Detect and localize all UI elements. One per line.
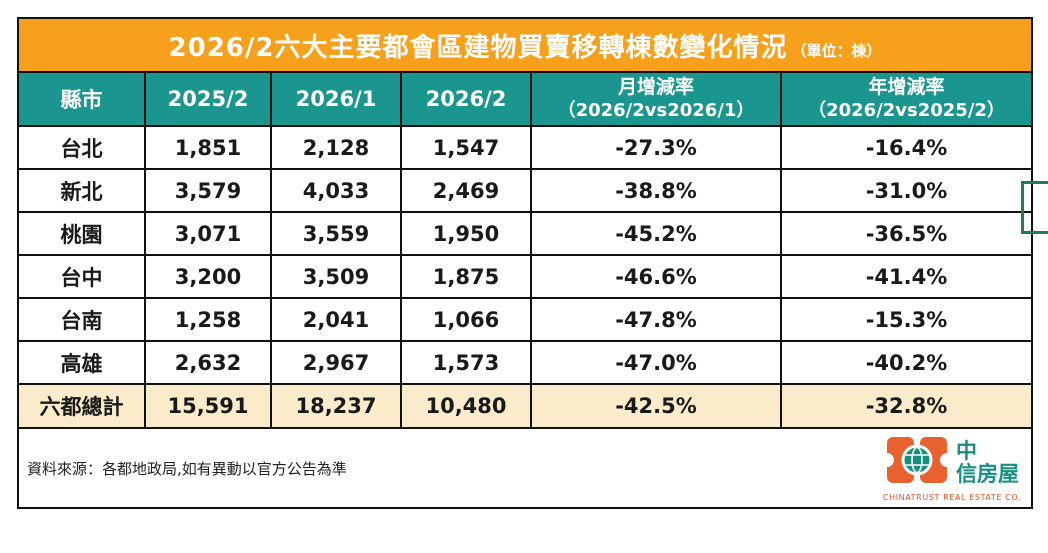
value-cell: 1,066 bbox=[400, 297, 532, 342]
mom-header-title: 月增減率 bbox=[617, 75, 694, 98]
data-source-note: 資料來源：各都地政局,如有異動以官方公告為準 bbox=[27, 459, 347, 478]
value-cell: 1,950 bbox=[400, 211, 532, 256]
value-cell: 3,071 bbox=[144, 211, 272, 256]
value-cell: 1,875 bbox=[400, 254, 532, 299]
mom-cell: -45.2% bbox=[530, 211, 782, 256]
yoy-cell: -31.0% bbox=[779, 168, 1034, 213]
col-header-city: 縣市 bbox=[17, 71, 146, 127]
value-cell: 3,509 bbox=[270, 254, 402, 299]
title-row: 2026/2六大主要都會區建物買賣移轉棟數變化情況 （單位：棟） bbox=[16, 17, 1034, 73]
value-cell: 2,469 bbox=[400, 168, 532, 213]
value-cell: 2,632 bbox=[144, 340, 272, 385]
logo-cn-line2: 信房屋 bbox=[955, 461, 1019, 486]
city-cell: 高雄 bbox=[17, 340, 146, 385]
title-unit-label: （單位：棟） bbox=[791, 41, 882, 60]
logo-top: 中 信房屋 bbox=[879, 434, 1019, 491]
chinatrust-globe-icon bbox=[879, 434, 954, 491]
page-title: 2026/2六大主要都會區建物買賣移轉棟數變化情況 bbox=[168, 32, 788, 63]
value-cell: 3,579 bbox=[144, 168, 272, 213]
table-row-taipei: 台北 1,851 2,128 1,547 -27.3% -16.4% bbox=[17, 125, 1034, 170]
value-cell: 1,573 bbox=[400, 340, 532, 385]
yoy-cell: -40.2% bbox=[779, 340, 1034, 385]
mom-header-sub: （2026/2vs2026/1） bbox=[557, 99, 755, 121]
table-row-tainan: 台南 1,258 2,041 1,066 -47.8% -15.3% bbox=[17, 297, 1034, 342]
footer-content: 資料來源：各都地政局,如有異動以官方公告為準 bbox=[19, 434, 1031, 502]
mom-cell: -38.8% bbox=[530, 168, 782, 213]
footer-row: 資料來源：各都地政局,如有異動以官方公告為準 bbox=[16, 427, 1034, 509]
yoy-cell: -41.4% bbox=[779, 254, 1034, 299]
mom-cell: -27.3% bbox=[530, 125, 782, 170]
total-value-cell: 18,237 bbox=[270, 383, 402, 429]
table-title-cell: 2026/2六大主要都會區建物買賣移轉棟數變化情況 （單位：棟） bbox=[16, 17, 1034, 73]
col-header-2026-2: 2026/2 bbox=[400, 71, 532, 127]
total-label: 六都總計 bbox=[17, 383, 146, 429]
chinatrust-logo: 中 信房屋 CHINATRUST REAL ESTATE CO. bbox=[879, 434, 1022, 502]
total-mom-cell: -42.5% bbox=[530, 383, 782, 429]
yoy-header-sub: （2026/2vs2025/2） bbox=[808, 99, 1005, 121]
mom-cell: -46.6% bbox=[530, 254, 782, 299]
logo-chinese-name: 中 信房屋 bbox=[956, 440, 1019, 484]
value-cell: 2,967 bbox=[270, 340, 402, 385]
yoy-cell: -15.3% bbox=[779, 297, 1034, 342]
city-cell: 台北 bbox=[17, 125, 146, 170]
logo-english-name: CHINATRUST REAL ESTATE CO. bbox=[882, 493, 1022, 502]
mom-cell: -47.8% bbox=[530, 297, 782, 342]
table-row-newtaipei: 新北 3,579 4,033 2,469 -38.8% -31.0% bbox=[17, 168, 1034, 213]
table-row-taoyuan: 桃園 3,071 3,559 1,950 -45.2% -36.5% bbox=[17, 211, 1034, 256]
value-cell: 4,033 bbox=[270, 168, 402, 213]
col-header-2026-1: 2026/1 bbox=[270, 71, 402, 127]
col-header-mom: 月增減率 （2026/2vs2026/1） bbox=[530, 71, 782, 127]
value-cell: 2,128 bbox=[270, 125, 402, 170]
total-value-cell: 15,591 bbox=[144, 383, 272, 429]
table-row-total: 六都總計 15,591 18,237 10,480 -42.5% -32.8% bbox=[17, 383, 1034, 429]
col-header-2025-2: 2025/2 bbox=[144, 71, 272, 127]
city-cell: 桃園 bbox=[17, 211, 146, 256]
table-row-kaohsiung: 高雄 2,632 2,967 1,573 -47.0% -40.2% bbox=[17, 340, 1034, 385]
spreadsheet-selection-outline bbox=[1021, 181, 1048, 234]
value-cell: 1,258 bbox=[144, 297, 272, 342]
col-header-yoy: 年增減率 （2026/2vs2025/2） bbox=[779, 71, 1034, 127]
logo-cn-line1: 中 bbox=[955, 439, 977, 464]
city-cell: 新北 bbox=[17, 168, 146, 213]
header-row: 縣市 2025/2 2026/1 2026/2 月增減率 （2026/2vs20… bbox=[17, 71, 1034, 127]
value-cell: 3,200 bbox=[144, 254, 272, 299]
total-yoy-cell: -32.8% bbox=[779, 383, 1034, 429]
city-cell: 台中 bbox=[17, 254, 146, 299]
city-cell: 台南 bbox=[17, 297, 146, 342]
mom-cell: -47.0% bbox=[530, 340, 782, 385]
table-row-taichung: 台中 3,200 3,509 1,875 -46.6% -41.4% bbox=[17, 254, 1034, 299]
yoy-cell: -16.4% bbox=[779, 125, 1034, 170]
yoy-header-title: 年增減率 bbox=[868, 75, 945, 98]
value-cell: 1,851 bbox=[144, 125, 272, 170]
value-cell: 3,559 bbox=[270, 211, 402, 256]
footer-cell: 資料來源：各都地政局,如有異動以官方公告為準 bbox=[16, 427, 1034, 509]
value-cell: 2,041 bbox=[270, 297, 402, 342]
yoy-cell: -36.5% bbox=[779, 211, 1034, 256]
value-cell: 1,547 bbox=[400, 125, 532, 170]
total-value-cell: 10,480 bbox=[400, 383, 532, 429]
transfer-count-table: 2026/2六大主要都會區建物買賣移轉棟數變化情況 （單位：棟） 縣市 2025/… bbox=[16, 17, 1034, 509]
